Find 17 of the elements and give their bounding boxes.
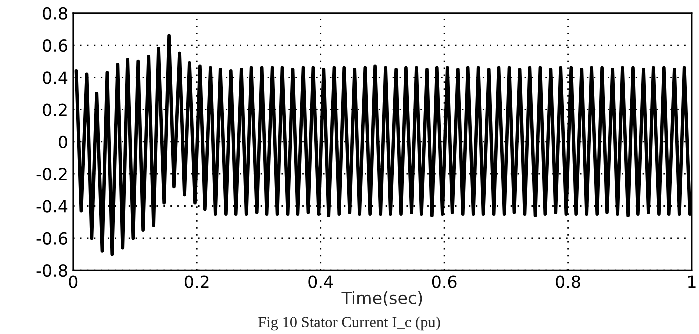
x-tick-label: 0.6 (432, 276, 457, 288)
y-tick-label: -0.2 (36, 168, 67, 181)
y-tick-label: -0.8 (36, 264, 68, 278)
y-tick-label: 0.2 (43, 104, 67, 116)
y-tick-label: -0.4 (36, 200, 68, 213)
caption: Fig 10 Stator Current I_c (pu) (258, 316, 440, 331)
x-axis-title: Time(sec) (342, 292, 422, 306)
y-tick-label: 0.4 (43, 72, 68, 84)
y-tick-label: -0.6 (36, 232, 68, 245)
y-tick-label: 0.6 (43, 39, 68, 52)
x-tick-label: 0.4 (308, 276, 334, 288)
x-tick-label: 0.2 (184, 276, 209, 288)
x-tick-label: 0 (69, 276, 78, 288)
y-tick-label: 0 (59, 136, 68, 149)
y-tick-label: 0.8 (43, 7, 68, 20)
x-tick-label: 1 (688, 276, 696, 288)
x-tick-label: 0.8 (556, 276, 580, 288)
